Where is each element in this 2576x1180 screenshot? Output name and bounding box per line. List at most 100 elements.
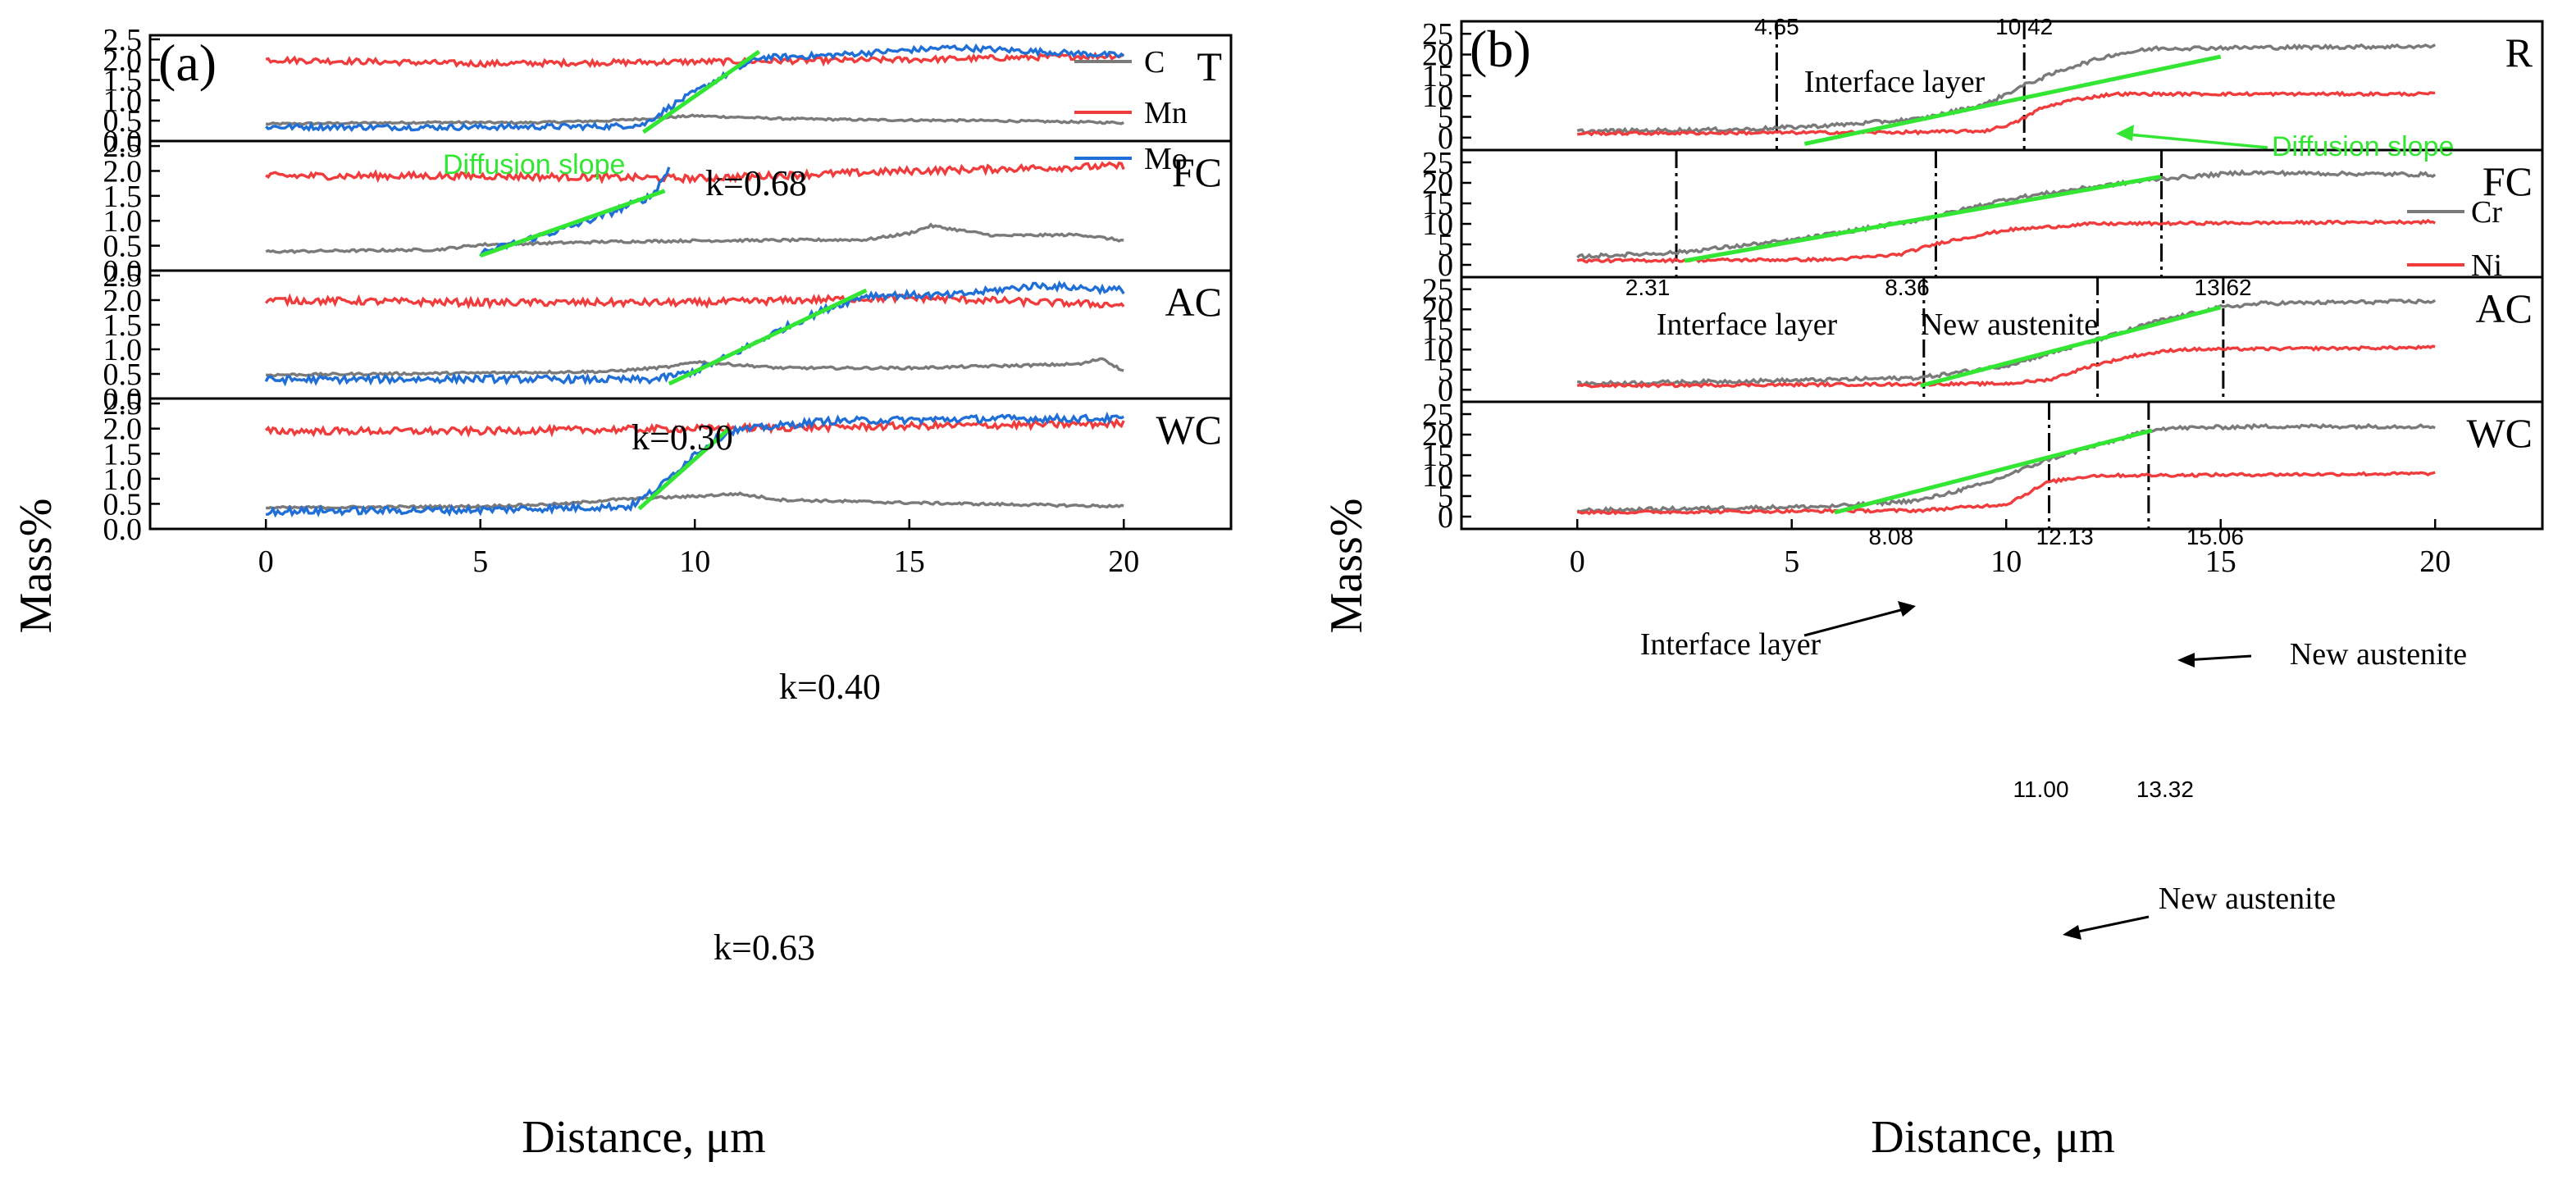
diffusion-slope-label: Diffusion slope bbox=[2272, 131, 2454, 162]
panel-b-frame bbox=[1460, 20, 2544, 531]
series-line-mn bbox=[264, 417, 1125, 438]
y-tick-label-a: 2.5 bbox=[103, 23, 143, 57]
diffusion-fit-line bbox=[1803, 54, 2222, 146]
k-value-label: k=0.40 bbox=[779, 667, 881, 707]
y-tick-label-b: 0 bbox=[1438, 248, 1453, 283]
y-tick-label-a: 1.5 bbox=[103, 437, 143, 472]
y-tick-label-a: 1.5 bbox=[103, 180, 143, 214]
y-tick-label-a: 2.0 bbox=[103, 154, 143, 189]
subplot-label-fc: FC bbox=[1172, 149, 1222, 195]
x-tick-label-a: 15 bbox=[894, 544, 925, 579]
y-tick-label-b: 25 bbox=[1422, 17, 1453, 52]
y-tick-label-b: 5 bbox=[1438, 228, 1453, 262]
series-line-cr bbox=[1576, 43, 2437, 135]
y-tick-label-b: 0 bbox=[1438, 373, 1453, 408]
k-value-label: k=0.30 bbox=[631, 417, 733, 458]
new-austenite-arrow bbox=[2070, 915, 2150, 935]
y-tick-label-b: 15 bbox=[1422, 59, 1453, 93]
y-tick-label-a: 2.5 bbox=[103, 259, 143, 294]
y-tick-label-a: 2.0 bbox=[103, 284, 143, 318]
legend-label-c: C bbox=[1144, 45, 1165, 80]
y-tick-label-a: 0.5 bbox=[103, 230, 143, 264]
diffusion-fit-line bbox=[1919, 305, 2222, 388]
y-tick-label-a: 0.0 bbox=[103, 125, 143, 159]
y-tick-label-a: 1.5 bbox=[103, 308, 143, 343]
y-tick-label-b: 10 bbox=[1422, 80, 1453, 114]
new-austenite-label: New austenite bbox=[2290, 637, 2467, 672]
ylabel-a: Mass% bbox=[11, 499, 62, 634]
series-line-ni bbox=[1576, 344, 2436, 389]
legend-label-cr: Cr bbox=[2471, 195, 2502, 230]
subplot-label-wc: WC bbox=[1156, 407, 1222, 453]
new-austenite-label: New austenite bbox=[1921, 308, 2098, 342]
y-tick-label-a: 0.5 bbox=[103, 487, 143, 522]
series-line-mo bbox=[264, 280, 1125, 387]
series-line-c bbox=[265, 357, 1124, 378]
vline-value-label: 11.00 bbox=[2013, 777, 2069, 802]
new-austenite-arrowhead bbox=[2063, 925, 2081, 940]
diffusion-slope-arrowhead bbox=[2116, 125, 2134, 141]
y-tick-label-a: 0.0 bbox=[103, 254, 143, 289]
y-tick-label-b: 15 bbox=[1422, 439, 1453, 473]
vline-value-label: 12.13 bbox=[2036, 524, 2094, 549]
x-tick-label-b: 0 bbox=[1570, 544, 1585, 579]
subplot-label-fc: FC bbox=[2483, 158, 2533, 204]
x-tick-label-b: 20 bbox=[2419, 544, 2451, 579]
vline-value-label: 2.31 bbox=[1625, 275, 1671, 300]
y-tick-label-b: 10 bbox=[1422, 459, 1453, 494]
vline-value-label: 13.32 bbox=[2136, 777, 2194, 802]
y-tick-label-a: 2.5 bbox=[103, 387, 143, 421]
y-tick-label-a: 2.0 bbox=[103, 43, 143, 78]
subplot-label-t: T bbox=[1197, 43, 1222, 89]
panel-b-tag: (b) bbox=[1470, 20, 1531, 78]
y-tick-label-a: 1.0 bbox=[103, 462, 143, 497]
new-austenite-arrowhead bbox=[2177, 653, 2195, 667]
ylabel-b: Mass% bbox=[1321, 499, 1372, 634]
x-tick-label-a: 20 bbox=[1108, 544, 1139, 579]
panel-a: (a)0.00.51.01.52.02.5T0.00.51.01.52.02.5… bbox=[103, 23, 1233, 968]
y-tick-label-a: 1.0 bbox=[103, 333, 143, 367]
subplot-label-r: R bbox=[2505, 30, 2533, 75]
series-line-ni bbox=[1577, 471, 2436, 516]
series-line-ni bbox=[1577, 90, 2436, 137]
vline-value-label: 4.65 bbox=[1754, 14, 1799, 39]
diffusion-fit-line bbox=[479, 189, 666, 258]
diffusion-fit-line bbox=[1684, 175, 2161, 263]
panel-a-tag: (a) bbox=[158, 34, 217, 92]
series-line-mn bbox=[265, 51, 1124, 69]
series-line-ni bbox=[1576, 218, 2437, 264]
series-line-mn bbox=[265, 161, 1125, 185]
y-tick-label-b: 15 bbox=[1422, 313, 1453, 348]
new-austenite-arrow bbox=[2185, 654, 2252, 662]
vline-value-label: 10.42 bbox=[1995, 14, 2053, 39]
y-tick-label-b: 0 bbox=[1438, 121, 1453, 156]
diffusion-fit-line bbox=[668, 288, 868, 386]
x-tick-label-b: 15 bbox=[2205, 544, 2236, 579]
subplot-label-ac: AC bbox=[1165, 279, 1222, 325]
y-tick-label-a: 0.5 bbox=[103, 358, 143, 392]
y-tick-label-b: 25 bbox=[1422, 273, 1453, 308]
y-tick-label-b: 5 bbox=[1438, 100, 1453, 134]
y-tick-label-a: 1.0 bbox=[103, 84, 143, 118]
vline-value-label: 15.06 bbox=[2186, 524, 2244, 549]
y-tick-label-a: 2.5 bbox=[103, 130, 143, 164]
y-tick-label-b: 10 bbox=[1422, 207, 1453, 242]
y-tick-label-b: 25 bbox=[1422, 398, 1453, 432]
xlabel-b: Distance, μm bbox=[1871, 1112, 2115, 1163]
legend-label-ni: Ni bbox=[2471, 248, 2502, 283]
y-tick-label-a: 0.5 bbox=[103, 104, 143, 139]
new-austenite-label: New austenite bbox=[2159, 882, 2336, 916]
y-tick-label-a: 0.0 bbox=[103, 382, 143, 417]
series-line-cr bbox=[1576, 422, 2436, 514]
series-line-c bbox=[266, 491, 1124, 511]
interface-layer-arrow bbox=[1803, 607, 1908, 637]
series-line-cr bbox=[1576, 169, 2437, 260]
y-tick-label-a: 1.5 bbox=[103, 64, 143, 98]
x-tick-label-a: 5 bbox=[472, 544, 488, 579]
y-tick-label-b: 20 bbox=[1422, 166, 1453, 201]
y-tick-label-b: 20 bbox=[1422, 39, 1453, 73]
y-tick-label-b: 25 bbox=[1422, 146, 1453, 180]
vline-value-label: 13.62 bbox=[2195, 275, 2252, 300]
